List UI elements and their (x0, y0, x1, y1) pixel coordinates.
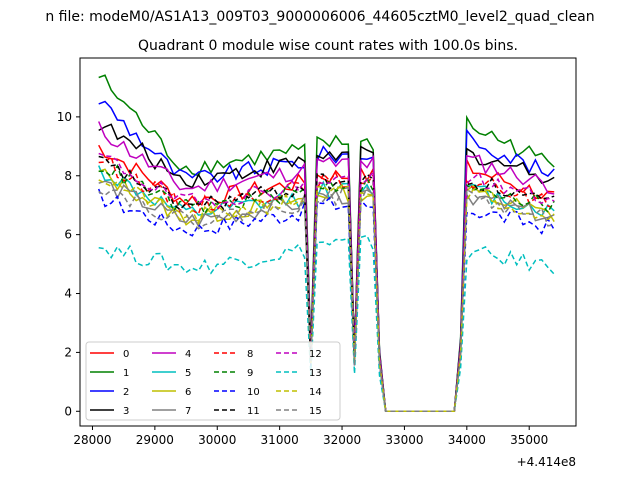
x-tick-label: 28000 (73, 433, 111, 447)
series-line-1 (98, 74, 555, 413)
legend-box (85, 341, 341, 421)
x-tick-label: 32000 (323, 433, 361, 447)
y-axis-ticks: 0 2 4 6 8 10 (57, 110, 80, 418)
legend-label-10: 10 (247, 387, 260, 398)
x-axis-offset-label: +4.414e8 (517, 455, 576, 469)
series-line-12 (98, 152, 555, 413)
x-tick-label: 34000 (448, 433, 486, 447)
legend-label-11: 11 (247, 406, 260, 417)
series-line-4 (98, 121, 555, 413)
chart-title: Quadrant 0 module wise count rates with … (138, 38, 518, 54)
series-line-8 (98, 155, 555, 413)
x-tick-label: 33000 (385, 433, 423, 447)
legend-label-3: 3 (123, 406, 129, 417)
x-tick-label: 29000 (136, 433, 174, 447)
y-tick-label: 2 (64, 345, 72, 359)
x-axis-ticks: 28000 29000 30000 31000 32000 33000 34000 35000 (73, 426, 548, 447)
series-line-11 (98, 155, 555, 413)
x-tick-label: 31000 (261, 433, 299, 447)
legend-label-6: 6 (185, 387, 191, 398)
legend-label-1: 1 (123, 368, 129, 379)
legend-label-15: 15 (309, 406, 322, 417)
plot-lines (97, 74, 555, 413)
axes-frame (79, 57, 577, 427)
x-tick-label: 30000 (198, 433, 236, 447)
x-tick-label: 35000 (510, 433, 548, 447)
legend-label-0: 0 (123, 349, 129, 360)
legend-label-7: 7 (185, 406, 191, 417)
legend-label-8: 8 (247, 349, 253, 360)
series-line-3 (98, 123, 555, 413)
legend-label-13: 13 (309, 368, 322, 379)
series-line-13 (98, 234, 555, 413)
y-tick-label: 4 (64, 287, 72, 301)
y-tick-label: 0 (64, 404, 72, 418)
series-line-15 (98, 186, 555, 413)
legend-label-12: 12 (309, 349, 322, 360)
y-tick-label: 10 (57, 110, 72, 124)
legend-label-2: 2 (123, 387, 129, 398)
legend-label-9: 9 (247, 368, 253, 379)
legend-label-4: 4 (185, 349, 191, 360)
y-tick-label: 8 (64, 169, 72, 183)
series-line-2 (98, 100, 555, 413)
series-line-5 (98, 165, 555, 413)
series-line-9 (98, 164, 555, 413)
series-line-10 (97, 188, 555, 413)
legend-label-5: 5 (185, 368, 191, 379)
y-tick-label: 6 (64, 228, 72, 242)
figure-suptitle: n file: modeM0/AS1A13_009T03_9000006006_… (45, 9, 594, 25)
legend-label-14: 14 (309, 387, 322, 398)
